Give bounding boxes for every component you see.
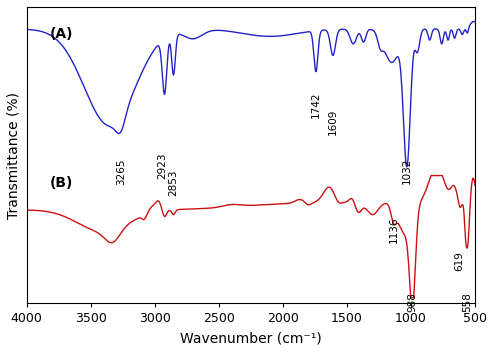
Text: 558: 558	[462, 292, 473, 312]
Text: 988: 988	[408, 292, 417, 312]
Text: 3265: 3265	[116, 158, 125, 184]
Y-axis label: Transmittance (%): Transmittance (%)	[7, 92, 21, 219]
Text: 1136: 1136	[389, 216, 399, 243]
Text: 2923: 2923	[158, 152, 167, 179]
Text: 2853: 2853	[168, 170, 178, 196]
Text: (A): (A)	[49, 27, 73, 41]
X-axis label: Wavenumber (cm⁻¹): Wavenumber (cm⁻¹)	[180, 331, 322, 345]
Text: 1742: 1742	[311, 91, 321, 118]
Text: 1032: 1032	[402, 158, 412, 184]
Text: 619: 619	[454, 251, 464, 271]
Text: (B): (B)	[49, 176, 73, 190]
Text: 1609: 1609	[328, 109, 338, 135]
